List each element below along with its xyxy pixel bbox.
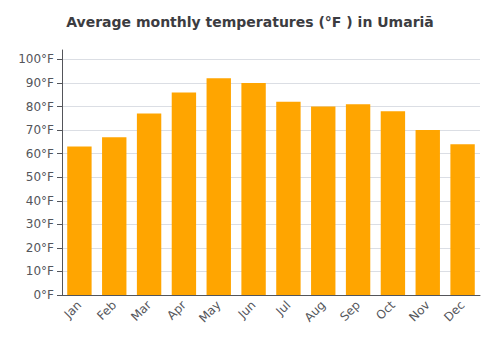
svg-text:Feb: Feb: [94, 298, 119, 323]
svg-text:Sep: Sep: [337, 298, 363, 324]
svg-text:100°F: 100°F: [18, 52, 54, 66]
svg-text:Mar: Mar: [128, 298, 154, 324]
svg-text:Jan: Jan: [61, 298, 85, 322]
svg-text:Average monthly temperatures (: Average monthly temperatures (°F ) in Um…: [66, 14, 434, 30]
svg-text:80°F: 80°F: [26, 100, 54, 114]
svg-text:0°F: 0°F: [33, 288, 54, 302]
svg-text:Jul: Jul: [273, 298, 294, 319]
svg-text:Aug: Aug: [302, 298, 328, 324]
svg-text:Jun: Jun: [235, 298, 259, 322]
svg-text:60°F: 60°F: [26, 147, 54, 161]
svg-text:10°F: 10°F: [26, 264, 54, 278]
svg-text:Apr: Apr: [164, 298, 189, 323]
svg-text:Oct: Oct: [373, 298, 398, 323]
svg-text:70°F: 70°F: [26, 123, 54, 137]
svg-text:20°F: 20°F: [26, 241, 54, 255]
svg-text:May: May: [196, 298, 223, 325]
svg-text:Nov: Nov: [406, 298, 432, 324]
svg-text:40°F: 40°F: [26, 194, 54, 208]
svg-text:90°F: 90°F: [26, 76, 54, 90]
svg-text:50°F: 50°F: [26, 170, 54, 184]
svg-text:Dec: Dec: [441, 298, 467, 324]
svg-text:30°F: 30°F: [26, 217, 54, 231]
